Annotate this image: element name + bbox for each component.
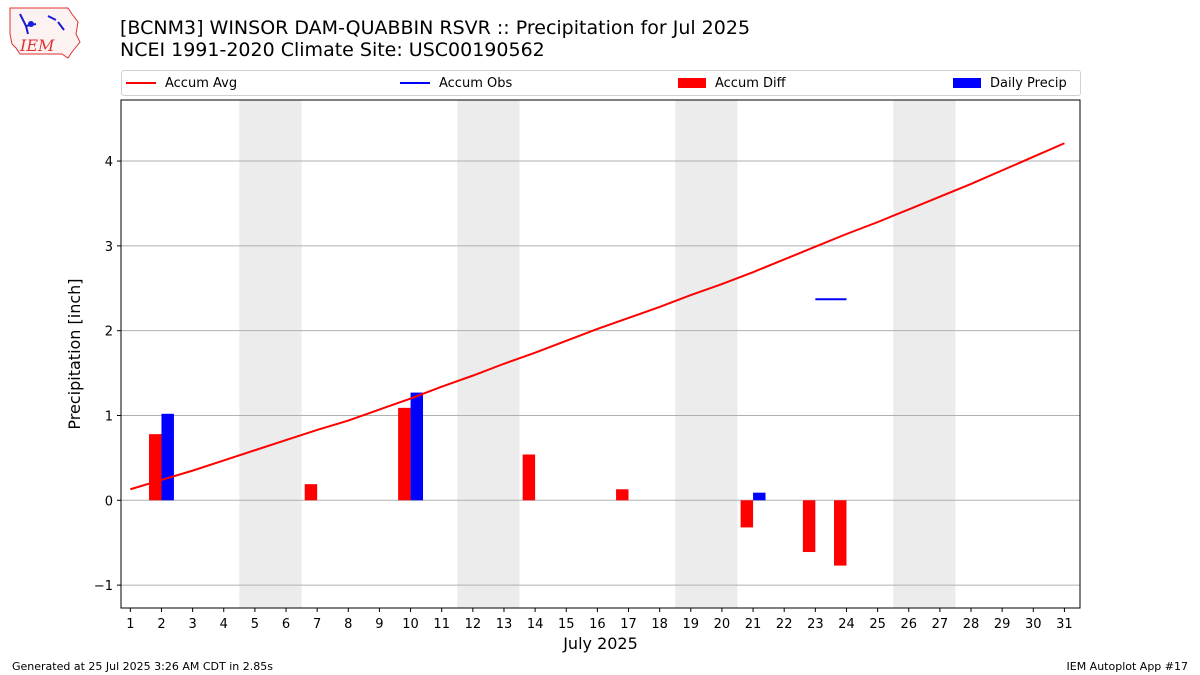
accum-diff-bar bbox=[398, 407, 411, 501]
x-tick-label: 24 bbox=[838, 617, 855, 632]
weekend-shade bbox=[239, 100, 302, 608]
x-tick-label: 30 bbox=[1025, 617, 1042, 632]
legend-label-accum-avg: Accum Avg bbox=[165, 75, 238, 91]
legend-swatch-daily-precip bbox=[953, 78, 981, 88]
legend-label-daily-precip: Daily Precip bbox=[990, 75, 1067, 91]
legend-swatch-accum-avg bbox=[126, 82, 156, 84]
x-tick-label: 26 bbox=[900, 617, 917, 632]
accum-diff-bar bbox=[304, 484, 318, 501]
legend-swatch-accum-diff bbox=[678, 78, 706, 88]
footer-app: IEM Autoplot App #17 bbox=[1066, 660, 1189, 673]
x-tick-label: 13 bbox=[496, 617, 513, 632]
legend: Accum Avg Accum Obs Accum Diff Daily Pre… bbox=[121, 70, 1081, 96]
accum-diff-bar bbox=[149, 434, 162, 501]
chart-subtitle: NCEI 1991-2020 Climate Site: USC00190562 bbox=[120, 39, 545, 61]
accum-diff-bar bbox=[522, 454, 536, 501]
logo-text: IEM bbox=[19, 36, 55, 55]
legend-swatch-accum-obs bbox=[400, 82, 430, 84]
footer-generated: Generated at 25 Jul 2025 3:26 AM CDT in … bbox=[12, 660, 273, 673]
x-tick-label: 9 bbox=[375, 617, 383, 632]
x-tick-label: 6 bbox=[282, 617, 290, 632]
accum-diff-bar bbox=[616, 489, 629, 501]
x-tick-label: 27 bbox=[932, 617, 949, 632]
x-tick-label: 14 bbox=[527, 617, 544, 632]
x-tick-label: 28 bbox=[963, 617, 980, 632]
accum-diff-bar bbox=[834, 500, 847, 566]
x-tick-label: 5 bbox=[251, 617, 259, 632]
accum-avg-line bbox=[130, 142, 1065, 491]
legend-item-accum-diff: Accum Diff bbox=[678, 74, 786, 92]
x-tick-label: 17 bbox=[620, 617, 637, 632]
x-tick-label: 1 bbox=[126, 617, 134, 632]
legend-item-accum-obs: Accum Obs bbox=[400, 74, 512, 92]
daily-precip-bar bbox=[410, 392, 424, 501]
daily-precip-bar bbox=[753, 492, 766, 501]
y-tick-label: 1 bbox=[105, 409, 113, 424]
weekend-shade bbox=[675, 100, 738, 608]
legend-item-accum-avg: Accum Avg bbox=[126, 74, 237, 92]
x-tick-label: 11 bbox=[433, 617, 450, 632]
chart-title: [BCNM3] WINSOR DAM-QUABBIN RSVR :: Preci… bbox=[120, 17, 751, 39]
x-tick-label: 22 bbox=[776, 617, 793, 632]
accum-diff-bar bbox=[740, 500, 754, 528]
y-tick-label: 3 bbox=[105, 240, 113, 255]
x-tick-label: 23 bbox=[807, 617, 824, 632]
x-tick-label: 29 bbox=[994, 617, 1011, 632]
x-tick-label: 19 bbox=[683, 617, 700, 632]
accum-diff-bar bbox=[802, 500, 816, 553]
x-tick-label: 21 bbox=[745, 617, 762, 632]
y-tick-label: 0 bbox=[105, 494, 113, 509]
plot-frame bbox=[120, 99, 1081, 609]
x-tick-label: 4 bbox=[220, 617, 228, 632]
y-tick-label: −1 bbox=[94, 579, 113, 594]
x-tick-label: 25 bbox=[869, 617, 886, 632]
x-tick-label: 31 bbox=[1056, 617, 1073, 632]
y-axis-label: Precipitation [inch] bbox=[65, 278, 84, 429]
daily-precip-bar bbox=[161, 413, 174, 501]
iem-logo: IEM bbox=[9, 7, 81, 59]
x-tick-label: 7 bbox=[313, 617, 321, 632]
x-tick-label: 16 bbox=[589, 617, 606, 632]
x-tick-label: 20 bbox=[714, 617, 731, 632]
x-tick-label: 18 bbox=[651, 617, 668, 632]
y-tick-label: 4 bbox=[105, 155, 113, 170]
legend-label-accum-obs: Accum Obs bbox=[439, 75, 513, 91]
legend-label-accum-diff: Accum Diff bbox=[715, 75, 786, 91]
x-tick-label: 15 bbox=[558, 617, 575, 632]
x-tick-label: 3 bbox=[188, 617, 196, 632]
legend-item-daily-precip: Daily Precip bbox=[953, 74, 1067, 92]
x-tick-label: 8 bbox=[344, 617, 352, 632]
y-tick-label: 2 bbox=[105, 325, 113, 340]
x-axis-label: July 2025 bbox=[562, 634, 638, 653]
weekend-shade bbox=[457, 100, 520, 608]
x-tick-label: 2 bbox=[157, 617, 165, 632]
x-tick-label: 10 bbox=[402, 617, 419, 632]
x-tick-label: 12 bbox=[465, 617, 482, 632]
weekend-shade bbox=[893, 100, 956, 608]
